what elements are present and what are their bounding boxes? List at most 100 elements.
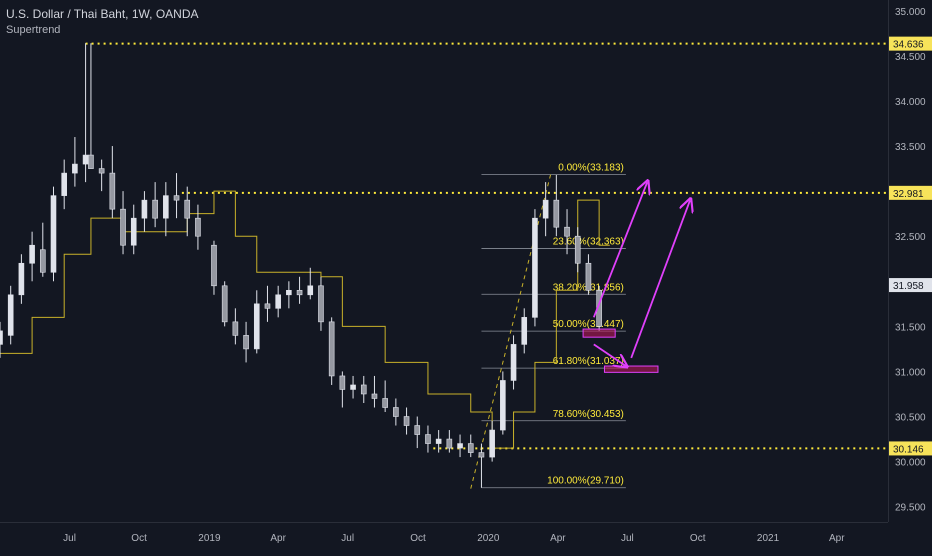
candle-body xyxy=(585,262,592,291)
price-axis[interactable]: 35.00034.50034.00033.50033.00032.50032.0… xyxy=(888,0,932,522)
candle-body xyxy=(72,163,78,174)
candle-body xyxy=(500,380,506,431)
time-tick-label: Apr xyxy=(270,533,286,544)
time-tick-label: Jul xyxy=(63,533,76,544)
price-tick-label: 34.500 xyxy=(895,52,926,63)
projection-arrow xyxy=(592,182,647,318)
candle-body xyxy=(173,195,180,201)
chart-plot-area[interactable]: 0.00%(33.183)23.60%(32.363)38.20%(31.856… xyxy=(0,0,888,522)
candle-body xyxy=(29,244,35,264)
candle-body xyxy=(350,384,356,390)
price-plot[interactable]: 0.00%(33.183)23.60%(32.363)38.20%(31.856… xyxy=(0,0,888,522)
candle-body xyxy=(510,344,517,381)
price-axis-labels: 35.00034.50034.00033.50033.00032.50032.0… xyxy=(889,7,932,514)
price-level-tag xyxy=(889,441,932,456)
candle-body xyxy=(339,375,346,390)
indicator-label[interactable]: Supertrend xyxy=(6,24,61,36)
price-tick-label: 34.000 xyxy=(895,97,926,108)
fib-level-label: 0.00%(33.183) xyxy=(558,163,624,174)
candle-body xyxy=(532,217,538,318)
candle-body xyxy=(564,226,570,237)
candle-body xyxy=(211,244,217,287)
candle-body xyxy=(184,199,191,219)
time-tick-label: 2021 xyxy=(757,533,780,544)
supertrend-line xyxy=(0,190,610,449)
time-tick-label: Oct xyxy=(131,533,147,544)
time-tick-label: Jul xyxy=(341,533,354,544)
candle-body xyxy=(195,217,201,237)
candle-body xyxy=(318,285,324,323)
symbol-title[interactable]: U.S. Dollar / Thai Baht, 1W, OANDA xyxy=(6,7,199,21)
projection-arrow xyxy=(593,343,626,366)
candle-body xyxy=(382,398,388,408)
candle-body xyxy=(264,303,271,309)
price-tick-label: 29.500 xyxy=(895,503,926,514)
price-level-tag-label: 32.981 xyxy=(893,189,924,200)
price-level-tag-label: 34.636 xyxy=(893,40,924,51)
candle-body xyxy=(328,321,335,377)
candle-body xyxy=(371,393,378,399)
candle-body xyxy=(98,168,105,174)
candle-body xyxy=(403,416,410,426)
candle-body xyxy=(243,335,249,350)
candle-body xyxy=(307,285,314,296)
candle-body xyxy=(7,294,14,336)
price-tick-label: 30.000 xyxy=(895,458,926,469)
time-axis-labels: Jul Oct 2019 Apr Jul Oct 2020 Apr Jul Oct 2021 Apr xyxy=(63,533,845,544)
time-tick-label: Apr xyxy=(550,533,566,544)
fib-level-label: 61.80%(31.037) xyxy=(553,356,624,367)
time-tick-label: 2019 xyxy=(198,533,221,544)
candle-body xyxy=(467,443,474,453)
candle-body xyxy=(414,425,421,435)
candle-body xyxy=(478,452,485,458)
time-tick-label: Apr xyxy=(829,533,845,544)
price-level-tag xyxy=(889,185,932,200)
time-tick-label: 2020 xyxy=(477,533,500,544)
candle-body xyxy=(553,199,560,228)
candle-body xyxy=(221,285,228,323)
candle-body xyxy=(0,330,3,345)
candle-body xyxy=(574,235,581,264)
price-tick-label: 31.500 xyxy=(895,322,926,333)
fib-level-label: 23.60%(32.363) xyxy=(553,237,624,248)
candle-body xyxy=(120,208,126,246)
price-tick-label: 33.500 xyxy=(895,142,926,153)
price-level-tag-label: 30.146 xyxy=(893,444,924,455)
candle-body xyxy=(130,217,137,246)
time-axis[interactable]: Jul Oct 2019 Apr Jul Oct 2020 Apr Jul Oct 2021 Apr xyxy=(0,522,888,551)
candle-body xyxy=(489,429,495,458)
price-tick-label: 31.000 xyxy=(895,367,926,378)
candle-body xyxy=(425,434,431,444)
candle-body xyxy=(141,199,148,219)
time-tick-label: Jul xyxy=(621,533,634,544)
time-tick-label: Oct xyxy=(690,533,706,544)
candle-body xyxy=(542,199,549,219)
projection-arrow xyxy=(630,200,690,359)
price-tick-label: 30.500 xyxy=(895,413,926,424)
candle-body xyxy=(61,172,67,196)
fib-level-label: 50.00%(31.447) xyxy=(553,319,624,330)
price-tick-label: 35.000 xyxy=(895,7,926,18)
candle-body xyxy=(152,199,158,219)
price-level-tag xyxy=(889,36,932,51)
candle-body xyxy=(232,321,239,336)
candle-body xyxy=(109,172,116,210)
candle-body xyxy=(360,384,367,395)
candle-body xyxy=(296,290,303,296)
candle-body xyxy=(163,195,169,219)
fib-level-label: 78.60%(30.453) xyxy=(553,409,624,420)
current-price-label: 31.958 xyxy=(893,281,924,292)
trend-line xyxy=(470,172,552,489)
candle-body xyxy=(521,317,528,345)
support-zone xyxy=(603,365,659,373)
candle-body xyxy=(50,195,57,273)
candle-body xyxy=(457,443,463,449)
candle-body xyxy=(18,262,25,296)
candle-body xyxy=(286,290,292,296)
candle-body xyxy=(435,438,442,444)
support-zone xyxy=(582,328,616,338)
candle-body xyxy=(88,154,94,169)
candle-body xyxy=(82,154,89,165)
candle-body xyxy=(39,249,46,273)
candle-body xyxy=(393,407,399,417)
